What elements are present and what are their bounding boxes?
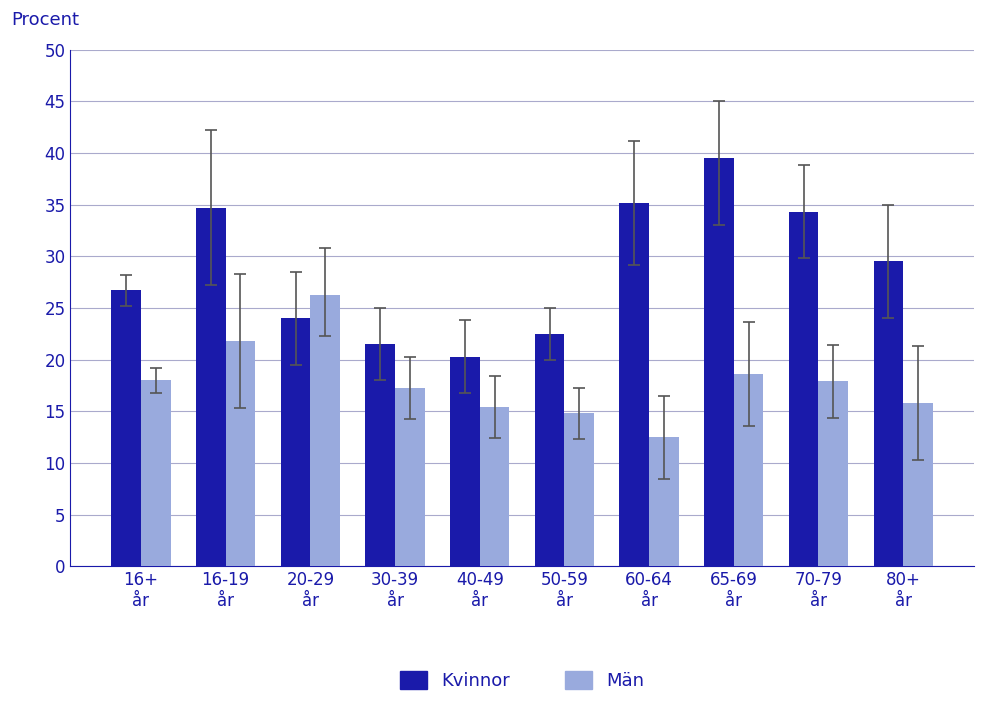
- Bar: [394, 387, 424, 566]
- Bar: [196, 207, 226, 566]
- Bar: [449, 357, 479, 566]
- Bar: [703, 158, 733, 566]
- Text: Procent: Procent: [12, 11, 79, 29]
- Bar: [479, 407, 509, 566]
- Bar: [564, 413, 594, 566]
- Bar: [619, 202, 649, 566]
- Bar: [365, 344, 394, 566]
- Bar: [733, 374, 762, 566]
- Bar: [649, 437, 678, 566]
- Bar: [873, 261, 903, 566]
- Bar: [788, 212, 817, 566]
- Bar: [310, 295, 340, 566]
- Bar: [281, 319, 310, 566]
- Legend: Kvinnor, Män: Kvinnor, Män: [392, 663, 651, 697]
- Bar: [817, 382, 848, 566]
- Bar: [903, 403, 932, 566]
- Bar: [111, 290, 140, 566]
- Bar: [226, 341, 255, 566]
- Bar: [535, 333, 564, 566]
- Bar: [140, 380, 171, 566]
